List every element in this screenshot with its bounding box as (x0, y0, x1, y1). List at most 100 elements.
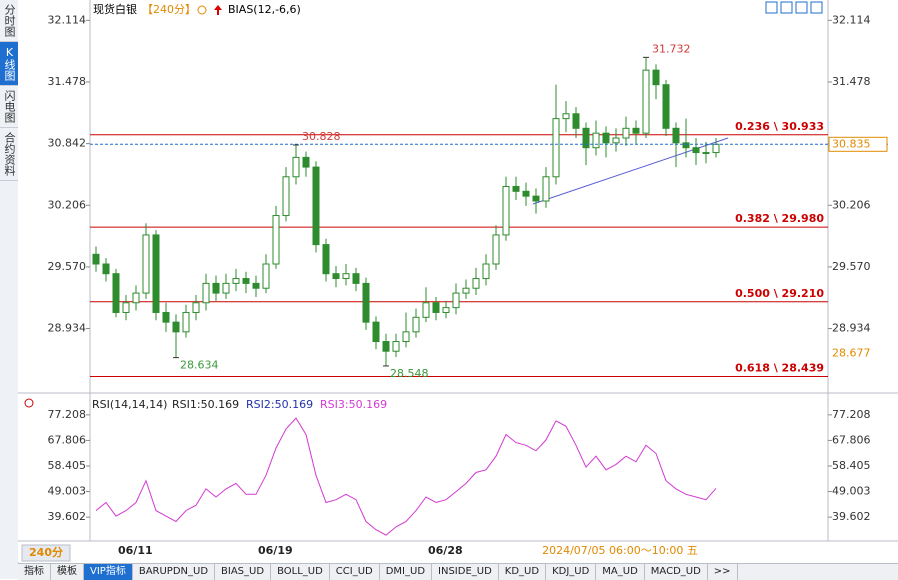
candle-body (242, 278, 250, 284)
last-price-box (828, 136, 888, 152)
candle-body (182, 311, 190, 333)
period: 【240分】 (142, 3, 196, 16)
y-tick-label: 39.602 (48, 510, 87, 523)
candle-body (612, 137, 620, 144)
extreme-label: 28.548 (390, 367, 429, 380)
y-tick-label: 58.405 (48, 459, 87, 472)
candle-body (152, 234, 160, 313)
candle-body (362, 282, 370, 323)
period-button-label[interactable]: 240分 (29, 545, 63, 559)
indicator-tab[interactable]: >> (708, 564, 738, 580)
y-tick-label-right: 31.478 (832, 75, 871, 88)
candle-body (622, 127, 630, 139)
side-tab[interactable]: 合约资料 (0, 128, 18, 181)
candle-body (192, 302, 200, 313)
candle-body (412, 316, 420, 333)
right-marker: 28.677 (832, 346, 871, 359)
y-tick-label: 31.478 (48, 75, 87, 88)
candle-body (692, 147, 700, 154)
candle-body (652, 69, 660, 86)
y-tick-label: 32.114 (48, 13, 87, 26)
candle-body (122, 302, 130, 313)
indicator-tab[interactable]: DMI_UD (380, 564, 433, 580)
candle-body (352, 273, 360, 284)
candle-body (342, 273, 350, 280)
indicator-tab[interactable]: KD_UD (499, 564, 547, 580)
extreme-label: 31.732 (652, 42, 691, 55)
period-button[interactable] (21, 544, 71, 562)
extreme-label: 30.828 (302, 130, 341, 143)
y-tick-label-right: 58.405 (832, 459, 871, 472)
indicator-tab[interactable]: 指标 (18, 564, 51, 580)
x-tick-label: 06/11 (118, 544, 153, 557)
candle-body (562, 113, 570, 120)
candle-body (372, 321, 380, 343)
candle-body (232, 278, 240, 284)
indicator-tab[interactable]: 模板 (51, 564, 84, 580)
icon[interactable] (214, 5, 222, 15)
y-tick-label: 30.842 (48, 137, 87, 150)
side-tab[interactable]: 分时图 (0, 0, 18, 42)
candle-body (552, 118, 560, 178)
candle-body (422, 302, 430, 318)
y-tick-label-right: 32.114 (832, 13, 871, 26)
candle-body (472, 278, 480, 289)
indicator-tab[interactable]: VIP指标 (84, 564, 133, 580)
indicator-tab[interactable]: KDJ_UD (546, 564, 597, 580)
candle-body (682, 142, 690, 149)
indicator-tab[interactable]: MACD_UD (645, 564, 708, 580)
y-tick-label-right: 49.003 (832, 485, 871, 498)
candle-body (532, 195, 540, 202)
indicator-tab[interactable]: BIAS_UD (215, 564, 272, 580)
y-tick-label: 77.208 (48, 408, 87, 421)
y-tick-label: 67.806 (48, 433, 87, 446)
x-tick-label: 06/19 (258, 544, 293, 557)
candle-body (302, 156, 310, 168)
candle-body (662, 84, 670, 129)
side-tab[interactable]: K线图 (0, 42, 18, 86)
y-tick-label-right: 67.806 (832, 433, 871, 446)
symbol: 现货白银 (93, 2, 137, 16)
fib-label: 0.382 \ 29.980 (735, 212, 824, 225)
fib-label: 0.500 \ 29.210 (735, 287, 824, 300)
indicator-tab[interactable]: BARUPDN_UD (133, 564, 216, 580)
candle-body (442, 307, 450, 313)
indicator-tab[interactable]: INSIDE_UD (432, 564, 499, 580)
candle-body (382, 341, 390, 352)
icon[interactable] (24, 398, 34, 408)
candle-body (582, 127, 590, 149)
candle-body (172, 321, 180, 333)
fib-label: 0.618 \ 28.439 (735, 362, 824, 375)
candle-body (282, 176, 290, 217)
indicator-tab[interactable]: CCI_UD (330, 564, 380, 580)
indicator-tab[interactable]: BOLL_UD (271, 564, 330, 580)
candle-body (132, 292, 140, 304)
candle-body (142, 234, 150, 294)
fib-label: 0.236 \ 30.933 (735, 120, 824, 133)
toolbar[interactable] (765, 1, 823, 14)
candle-body (392, 341, 400, 352)
icon[interactable] (197, 5, 207, 15)
candle-body (222, 282, 230, 294)
candle-body (642, 69, 650, 134)
candle-body (522, 190, 530, 197)
candle-body (402, 331, 410, 343)
candle-body (312, 166, 320, 246)
candle-body (292, 156, 300, 178)
side-tab[interactable]: 闪电图 (0, 86, 18, 128)
candle-body (572, 113, 580, 129)
candle-body (272, 215, 280, 265)
indicator: BIAS(12,-6,6) (228, 3, 301, 16)
legend-entry: RSI3:50.169 (320, 398, 387, 411)
panel-label: RSI1:50.169 (172, 398, 239, 411)
tab-bar: 指标 模板 VIP指标 BARUPDN_UD BIAS_UD BOLL_UD CCI_UD D… (18, 563, 898, 580)
background (18, 0, 898, 562)
y-tick-label: 29.570 (48, 260, 87, 273)
y-tick-label-right: 39.602 (832, 510, 871, 523)
y-tick-label: 49.003 (48, 485, 87, 498)
indicator-tab[interactable]: MA_UD (596, 564, 645, 580)
y-tick-label-right: 29.570 (832, 260, 871, 273)
candle-body (702, 152, 710, 155)
candle-body (92, 253, 100, 265)
